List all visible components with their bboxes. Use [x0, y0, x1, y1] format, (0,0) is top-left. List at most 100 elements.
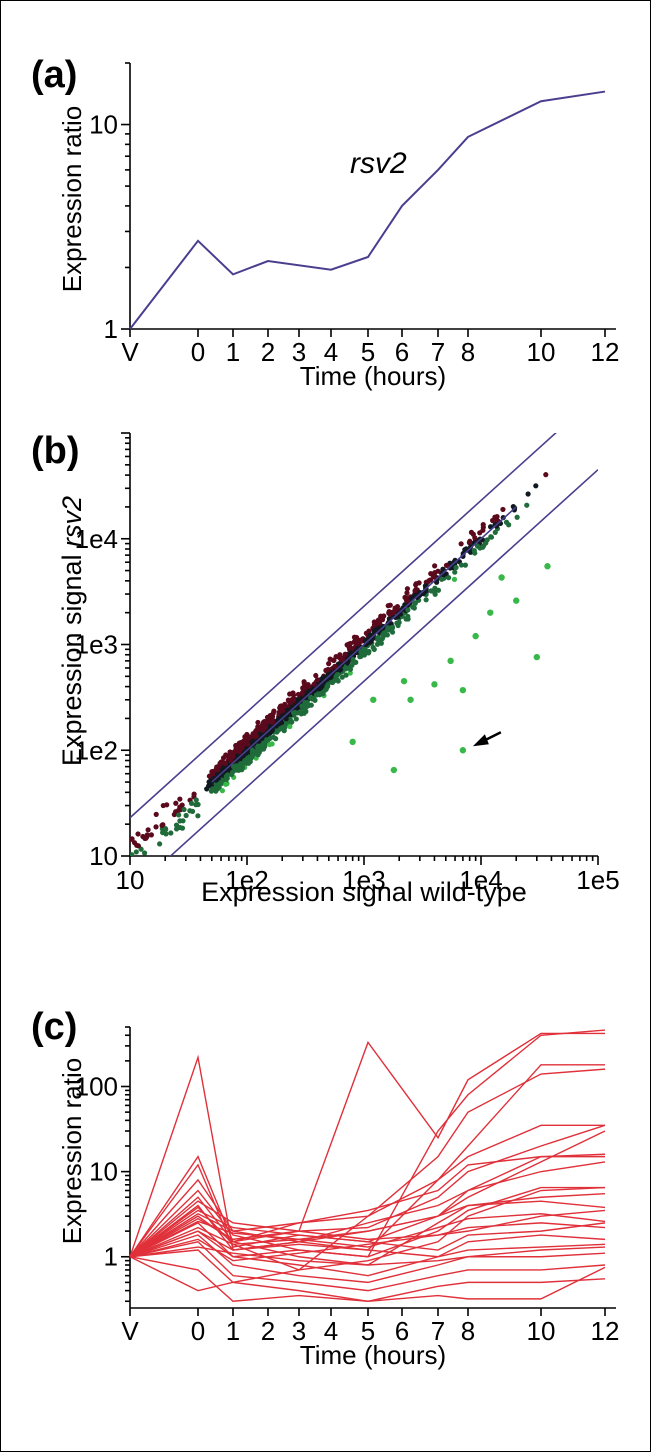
a-y-axis-title: Expression ratio [57, 106, 87, 292]
b-point [131, 840, 138, 846]
c-y-tick-label: 100 [75, 1071, 118, 1101]
b-point [371, 646, 377, 652]
b-point [308, 702, 314, 708]
b-point [313, 692, 319, 698]
b-point [352, 659, 358, 665]
b-point [323, 686, 329, 692]
b-point [160, 829, 166, 836]
b-point [209, 769, 215, 775]
b-point [394, 620, 400, 626]
b-point [405, 607, 411, 613]
b-point [514, 514, 520, 520]
b-y-axis-title-prefix: Expression signal [57, 547, 87, 766]
a-x-tick-label: 10 [527, 337, 556, 367]
b-point [458, 541, 464, 547]
b-outlier-point [472, 632, 479, 640]
b-point [325, 681, 331, 687]
c-x-tick-label: V [121, 1316, 139, 1346]
b-point [453, 564, 459, 571]
c-y-tick-label: 1 [104, 1242, 118, 1272]
b-y-axis-title: Expression signal rsv2 [57, 496, 87, 766]
b-x-tick-label: 10 [116, 865, 145, 895]
b-point [135, 843, 141, 849]
c-series-line [129, 1213, 606, 1258]
b-point [255, 719, 261, 726]
a-series-line [129, 90, 606, 330]
b-outlier-point [533, 653, 541, 661]
b-arrow-head [472, 734, 489, 747]
c-series-line [129, 1222, 606, 1262]
b-point [263, 736, 269, 742]
b-point [452, 569, 458, 575]
b-point [249, 747, 256, 753]
b-point [335, 678, 341, 684]
b-point [256, 742, 262, 748]
b-point [141, 850, 148, 856]
b-point [378, 613, 384, 619]
b-point [173, 826, 180, 832]
b-point [223, 781, 229, 787]
b-y-tick-label: 10 [89, 841, 118, 871]
b-point [525, 491, 531, 497]
b-outlier-point [390, 766, 398, 774]
b-point [462, 547, 468, 553]
b-point [458, 562, 465, 568]
b-point [173, 800, 179, 806]
b-point [423, 597, 429, 603]
b-point [249, 753, 256, 759]
b-point [462, 562, 468, 568]
b-point [301, 680, 307, 686]
b-point [332, 663, 338, 669]
b-point [206, 773, 213, 779]
c-series-line [129, 1068, 606, 1284]
c-x-tick-label: 8 [461, 1316, 475, 1346]
c-y-tick-label: 10 [89, 1157, 118, 1187]
b-point [361, 646, 367, 652]
b-point [195, 801, 201, 808]
b-point [367, 632, 373, 638]
b-point [188, 800, 195, 806]
b-point [443, 562, 450, 568]
b-point [331, 657, 337, 664]
b-point [503, 519, 510, 525]
b-point [238, 761, 244, 767]
b-point [309, 695, 315, 701]
b-point [130, 836, 133, 843]
b-point [304, 699, 310, 706]
a-y-tick-label: 10 [89, 110, 118, 140]
b-point [339, 674, 345, 680]
b-point [214, 767, 221, 773]
b-outlier-point [407, 696, 414, 703]
b-point [177, 796, 183, 802]
a-x-tick-label: 1 [226, 337, 240, 367]
b-point [394, 606, 400, 612]
b-point [177, 818, 183, 824]
b-point [320, 691, 326, 697]
b-point [411, 605, 417, 611]
b-point [153, 811, 159, 817]
b-point [142, 858, 147, 863]
b-point [135, 831, 141, 837]
c-y-axis-title: Expression ratio [57, 1058, 87, 1244]
c-x-tick-label: 4 [324, 1316, 338, 1346]
b-point [191, 791, 197, 797]
b-point [133, 849, 139, 855]
b-y-tick-label: 1e2 [75, 735, 118, 765]
b-point [355, 641, 361, 647]
b-outlier-point [513, 597, 520, 604]
b-point [313, 672, 319, 679]
b-outlier-point [544, 563, 551, 570]
a-x-axis-title: Time (hours) [300, 361, 446, 391]
c-series-line [129, 1200, 606, 1258]
b-point [311, 681, 317, 687]
b-point [346, 641, 352, 647]
b-point [377, 639, 383, 646]
b-point [404, 586, 411, 592]
b-point [218, 779, 224, 786]
c-x-tick-label: 10 [527, 1316, 556, 1346]
b-outlier-point [370, 696, 377, 703]
b-point [223, 773, 229, 780]
b-point [285, 697, 291, 703]
b-point [500, 506, 506, 513]
b-point [400, 605, 406, 611]
